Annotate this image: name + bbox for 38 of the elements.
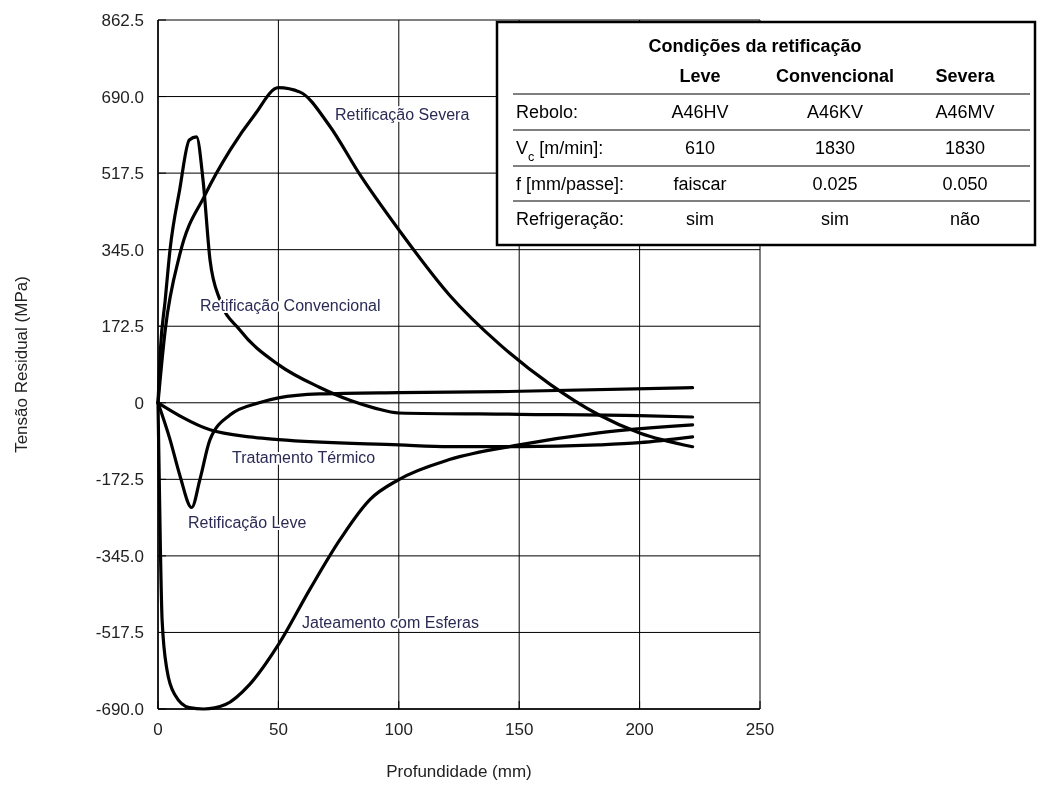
category-label: Rebolo: <box>516 102 579 123</box>
category-label: Convencional <box>775 66 895 86</box>
y-tick-label: 0 <box>134 393 144 413</box>
y-tick-label: 345.0 <box>101 240 144 260</box>
category-label: f [mm/passe]: <box>516 174 625 195</box>
text: A46HV <box>671 102 729 123</box>
text: 0.025 <box>812 174 858 195</box>
text: 1830 <box>944 138 986 159</box>
text: sim <box>686 209 714 230</box>
text: A46KV <box>806 102 864 123</box>
y-tick-label: -345.0 <box>95 546 144 566</box>
text: faiscar <box>673 174 727 195</box>
x-tick-label: 250 <box>745 720 775 739</box>
category-label: Leve <box>679 66 721 86</box>
y-tick-label: 517.5 <box>101 164 144 184</box>
x-tick-label: 150 <box>505 720 534 739</box>
category-label: Refrigeração: <box>516 209 625 230</box>
y-tick-label: 172.5 <box>101 317 144 337</box>
text: não <box>949 209 981 230</box>
text: A46MV <box>935 102 995 123</box>
y-tick-label: -690.0 <box>95 699 144 719</box>
x-tick-label: 200 <box>625 720 654 739</box>
text: 1830 <box>814 138 856 159</box>
text: 610 <box>684 138 716 159</box>
y-tick-label: -172.5 <box>95 470 144 490</box>
text: 0.050 <box>942 174 988 195</box>
x-tick-label: 50 <box>268 720 288 739</box>
x-tick-label: 0 <box>153 720 163 739</box>
text: sim <box>821 209 849 230</box>
y-axis-title: Tensão Residual (MPa) <box>12 276 31 453</box>
category-label: Severa <box>935 66 996 86</box>
x-axis-title: Profundidade (mm) <box>386 762 532 781</box>
text: Condições da retificação <box>648 36 862 56</box>
category-label: V$_{c}$ [m/min]: <box>516 138 604 165</box>
x-tick-label: 100 <box>384 720 413 739</box>
y-tick-label: 690.0 <box>101 87 144 107</box>
y-tick-label: 862.5 <box>101 10 144 30</box>
y-tick-label: -517.5 <box>95 623 144 643</box>
